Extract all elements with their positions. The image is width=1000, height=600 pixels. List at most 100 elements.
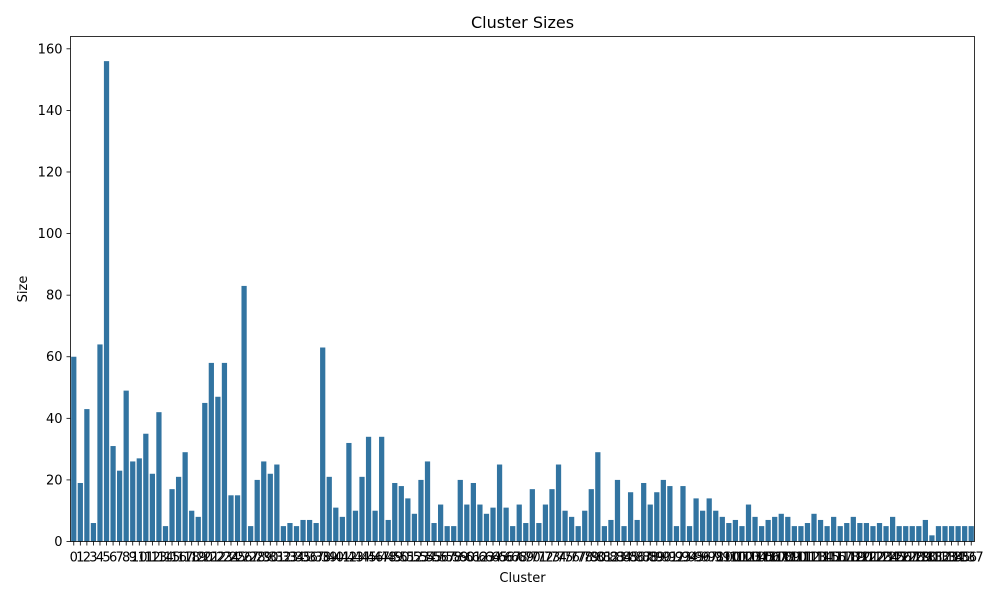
x-tick-label: 77 [570, 551, 587, 566]
bar-cluster-18 [189, 510, 195, 542]
bar-cluster-58 [451, 526, 457, 542]
x-tick-label: 72 [537, 551, 554, 566]
x-tick-label: 21 [203, 551, 220, 566]
x-tick-label: 126 [887, 551, 912, 566]
y-tick-label: 0 [54, 535, 62, 550]
bar-cluster-40 [333, 507, 339, 542]
x-tick-label: 1 [76, 551, 84, 566]
x-tick-label: 6 [109, 551, 117, 566]
y-tick-label: 40 [46, 412, 63, 427]
x-tick-label: 125 [880, 551, 905, 566]
bar-cluster-116 [831, 516, 837, 542]
x-tick-label: 102 [730, 551, 755, 566]
x-tick-label: 79 [583, 551, 600, 566]
bar-cluster-55 [431, 523, 437, 542]
bar-cluster-15 [169, 489, 175, 542]
x-tick-label: 109 [775, 551, 800, 566]
bar-cluster-112 [804, 523, 811, 542]
bar-cluster-114 [817, 519, 824, 542]
x-tick-label: 120 [847, 551, 872, 566]
x-tick-label: 55 [426, 551, 443, 566]
x-tick-label: 62 [472, 551, 489, 566]
x-tick-label: 68 [511, 551, 528, 566]
bar-cluster-1 [77, 482, 83, 542]
bar-cluster-73 [549, 489, 555, 542]
bar-cluster-38 [320, 347, 326, 542]
x-tick-label: 7 [115, 551, 123, 566]
bar-cluster-22 [215, 396, 221, 542]
bar-cluster-77 [575, 526, 581, 542]
bar-cluster-132 [935, 526, 942, 542]
bar-cluster-33 [287, 523, 293, 542]
bar-cluster-11 [143, 433, 149, 542]
bar-cluster-35 [300, 519, 306, 542]
bar-cluster-42 [346, 442, 352, 542]
x-tick-label: 90 [655, 551, 672, 566]
bar-cluster-59 [457, 479, 463, 542]
x-tick-label: 36 [301, 551, 318, 566]
x-tick-label: 66 [498, 551, 515, 566]
bar-cluster-51 [405, 498, 411, 542]
x-tick-label: 75 [557, 551, 574, 566]
x-tick-label: 92 [668, 551, 685, 566]
bar-cluster-19 [195, 516, 201, 542]
x-tick-label: 43 [347, 551, 364, 566]
x-tick-label: 74 [550, 551, 567, 566]
bar-cluster-71 [536, 523, 542, 542]
bar-cluster-76 [569, 516, 575, 542]
x-tick-label: 54 [419, 551, 436, 566]
x-tick-label: 46 [367, 551, 384, 566]
bar-cluster-100 [726, 523, 732, 542]
bar-cluster-65 [496, 464, 503, 542]
x-tick-label: 19 [190, 551, 207, 566]
bar-cluster-67 [510, 526, 516, 542]
bar-cluster-136 [962, 526, 968, 542]
x-tick-label: 69 [518, 551, 535, 566]
bar-cluster-135 [955, 526, 961, 542]
x-tick-label: 137 [959, 551, 984, 566]
x-tick-label: 123 [867, 551, 892, 566]
bar-cluster-2 [84, 409, 90, 542]
bar-cluster-126 [896, 526, 902, 542]
x-tick-label: 58 [445, 551, 462, 566]
x-tick-label: 44 [354, 551, 371, 566]
bar-cluster-91 [667, 486, 673, 542]
x-tick-label: 103 [736, 551, 761, 566]
bar-cluster-6 [110, 446, 116, 542]
bar-cluster-133 [942, 526, 948, 542]
bar-cluster-118 [844, 523, 850, 542]
bar-cluster-64 [490, 507, 496, 542]
x-tick-label: 41 [334, 551, 351, 566]
x-tick-label: 87 [635, 551, 652, 566]
x-tick-label: 136 [952, 551, 977, 566]
x-tick-label: 42 [341, 551, 358, 566]
bar-cluster-63 [483, 513, 490, 542]
x-tick-label: 33 [282, 551, 299, 566]
x-tick-label: 37 [308, 551, 325, 566]
bar-cluster-90 [660, 479, 666, 542]
bar-cluster-39 [326, 476, 332, 542]
x-tick-label: 116 [821, 551, 846, 566]
x-tick-label: 27 [242, 551, 259, 566]
bar-cluster-21 [208, 362, 214, 542]
x-tick-label: 104 [743, 551, 768, 566]
bar-cluster-66 [503, 507, 509, 542]
x-axis-ticks: 0123456789101112131415161718192021222324… [70, 541, 984, 566]
plot-area-frame [70, 36, 975, 542]
x-tick-label: 119 [841, 551, 866, 566]
bar-cluster-49 [392, 482, 398, 542]
bar-cluster-120 [857, 523, 863, 542]
x-tick-label: 96 [694, 551, 711, 566]
bar-cluster-70 [529, 489, 535, 542]
bar-cluster-128 [909, 526, 915, 542]
x-tick-label: 93 [675, 551, 692, 566]
bar-cluster-57 [444, 526, 450, 542]
bar-cluster-119 [850, 516, 856, 542]
x-tick-label: 95 [688, 551, 705, 566]
bar-cluster-3 [90, 523, 97, 542]
bar-cluster-44 [359, 476, 365, 542]
x-tick-label: 97 [701, 551, 718, 566]
bar-cluster-36 [306, 519, 313, 542]
x-tick-label: 38 [314, 551, 331, 566]
bar-cluster-131 [929, 535, 935, 542]
